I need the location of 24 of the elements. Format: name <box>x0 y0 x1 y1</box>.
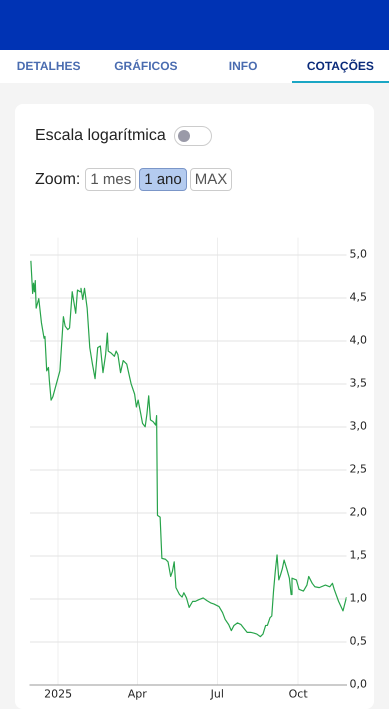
y-tick-label: 2,5 <box>350 462 368 476</box>
y-tick-label: 3,5 <box>350 376 368 390</box>
x-tick-label: Apr <box>128 687 148 700</box>
text: 1 ano <box>139 168 187 191</box>
text: DETALHES <box>16 58 82 75</box>
y-tick-label: 1,5 <box>350 548 368 562</box>
text: Zoom: <box>35 170 80 188</box>
x-tick-label: Oct <box>288 687 308 700</box>
y-tick-label: 1,0 <box>350 592 368 605</box>
y-tick-label: 4,5 <box>350 290 368 304</box>
y-tick-label: 4,0 <box>350 334 368 347</box>
y-tick-label: 0,0 <box>350 678 368 691</box>
text: GRÁFICOS <box>113 58 179 75</box>
text: COTAÇÕES <box>292 50 389 83</box>
text: 1 mes <box>85 168 136 191</box>
x-tick-label: Jul <box>210 687 224 700</box>
y-tick-label: 5,0 <box>350 248 368 261</box>
text: INFO <box>228 58 258 75</box>
y-tick-label: 2,0 <box>350 506 368 519</box>
x-tick-label: 2025 <box>44 687 72 700</box>
text: Escala logarítmica <box>35 127 166 145</box>
text: MAX <box>190 168 232 191</box>
y-tick-label: 0,5 <box>350 634 368 648</box>
y-tick-label: 3,0 <box>350 420 368 433</box>
